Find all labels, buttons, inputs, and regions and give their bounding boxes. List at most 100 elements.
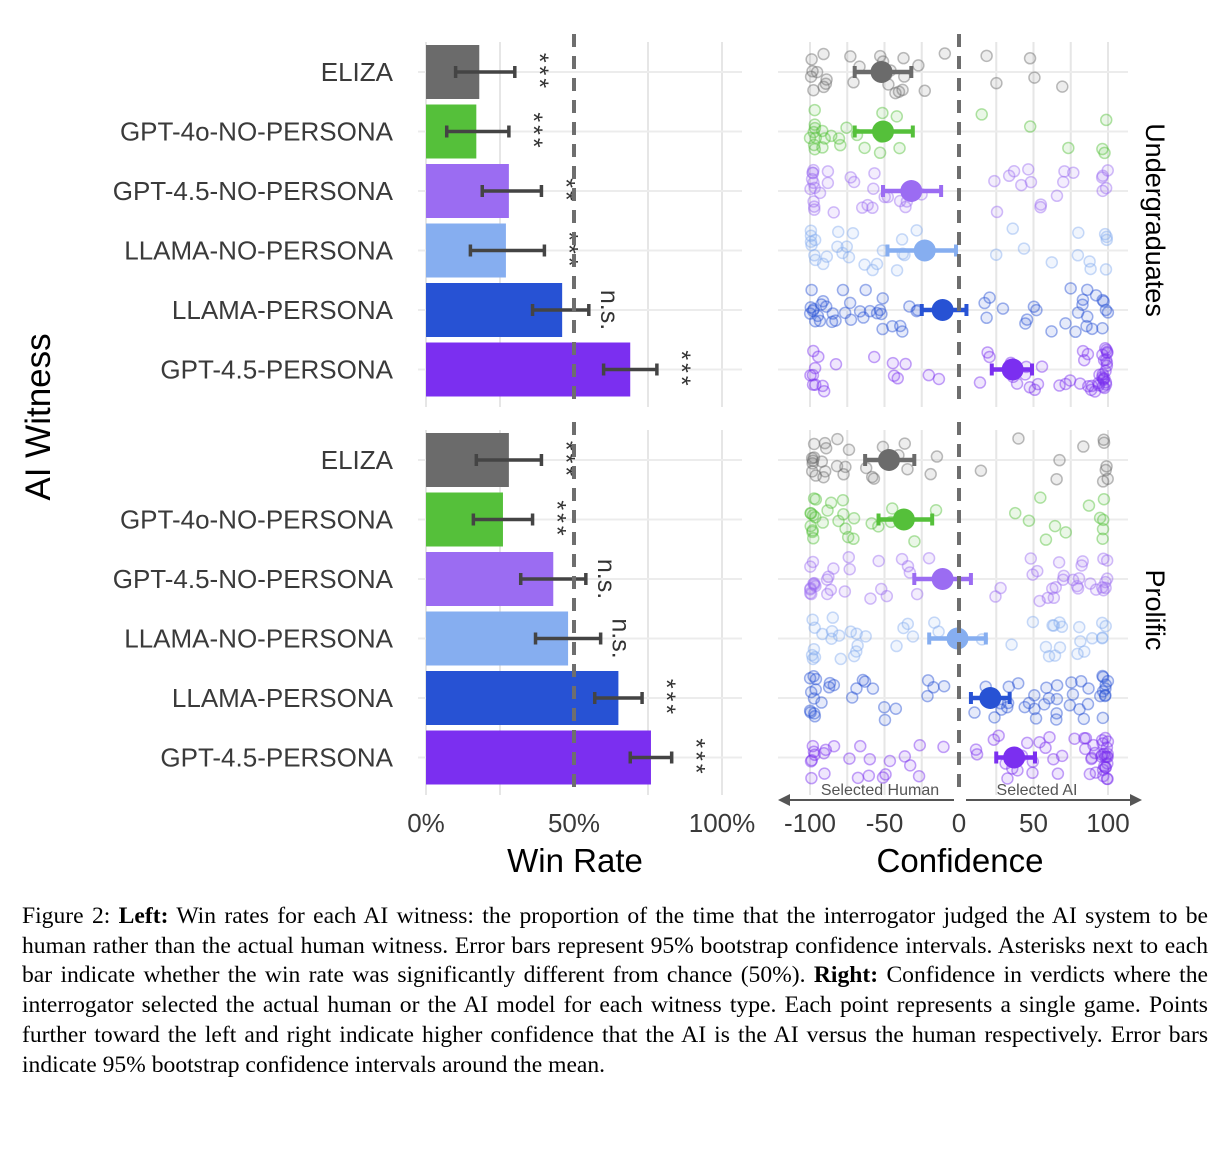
- confidence-point: [1099, 342, 1112, 355]
- confidence-point: [1097, 433, 1110, 447]
- confidence-point: [1101, 735, 1115, 748]
- confidence-point: [924, 467, 937, 481]
- confidence-point: [859, 630, 872, 643]
- confidence-point: [807, 344, 820, 358]
- confidence-point: [838, 306, 852, 320]
- confidence-point: [1082, 379, 1095, 393]
- confidence-point: [913, 738, 927, 752]
- confidence-point: [820, 73, 833, 86]
- confidence-point: [896, 83, 909, 97]
- confidence-point: [1099, 731, 1112, 745]
- confidence-point: [1028, 71, 1041, 84]
- confidence-point: [868, 167, 881, 180]
- confidence-point: [996, 302, 1010, 315]
- confidence-point: [819, 743, 833, 757]
- right-panel-grid: [778, 42, 1128, 795]
- confidence-point: [804, 506, 817, 520]
- confidence-point: [1039, 741, 1052, 755]
- win-rate-bar: [426, 671, 619, 725]
- confidence-point: [836, 283, 850, 297]
- confidence-point: [805, 53, 818, 66]
- confidence-mean: [1001, 358, 1024, 381]
- confidence-point: [886, 356, 900, 370]
- confidence-point: [1070, 579, 1084, 593]
- left-x-axis-title: Win Rate: [507, 842, 643, 879]
- confidence-point: [1049, 581, 1062, 594]
- confidence-point: [1096, 670, 1110, 684]
- confidence-point: [1101, 164, 1114, 177]
- confidence-point: [1085, 632, 1099, 645]
- confidence-point: [897, 621, 910, 635]
- confidence-point: [903, 759, 917, 772]
- confidence-point: [1096, 532, 1109, 546]
- confidence-point: [807, 451, 821, 464]
- confidence-point: [1071, 582, 1085, 595]
- confidence-point: [820, 250, 834, 263]
- confidence-point: [807, 163, 820, 177]
- confidence-point: [1011, 677, 1025, 690]
- confidence-mean: [870, 61, 893, 83]
- confidence-point: [832, 514, 845, 528]
- confidence-point: [995, 703, 1008, 716]
- confidence-point: [876, 771, 890, 784]
- confidence-point: [847, 649, 861, 663]
- confidence-point: [808, 748, 821, 762]
- confidence-point: [804, 507, 818, 520]
- confidence-point: [1099, 463, 1112, 477]
- confidence-point: [1097, 353, 1111, 367]
- confidence-point: [1002, 680, 1016, 693]
- confidence-point: [1039, 533, 1053, 546]
- confidence-point: [990, 205, 1004, 219]
- confidence-point: [1051, 767, 1065, 780]
- confidence-point: [1088, 746, 1102, 760]
- confidence-point: [918, 84, 932, 98]
- confidence-point: [1096, 685, 1110, 698]
- confidence-point: [804, 301, 818, 314]
- category-label: GPT-4o-NO-PERSONA: [120, 505, 394, 535]
- confidence-point: [837, 508, 850, 521]
- confidence-point: [1082, 499, 1096, 512]
- confidence-point: [1095, 616, 1109, 630]
- confidence-point: [1008, 506, 1022, 520]
- confidence-point: [809, 683, 822, 696]
- confidence-point: [826, 611, 840, 624]
- confidence-point: [1000, 700, 1014, 714]
- confidence-point: [1099, 688, 1112, 702]
- confidence-point: [809, 469, 823, 482]
- confidence-point: [807, 302, 820, 316]
- confidence-point: [838, 585, 852, 598]
- confidence-point: [1085, 751, 1099, 765]
- confidence-point: [898, 437, 912, 450]
- confidence-point: [1097, 552, 1110, 566]
- confidence-point: [1033, 594, 1046, 608]
- confidence-point: [804, 224, 818, 237]
- confidence-point: [1098, 372, 1111, 385]
- confidence-point: [1082, 682, 1095, 695]
- confidence-point: [1050, 707, 1063, 720]
- confidence-point: [844, 50, 857, 63]
- confidence-point: [827, 562, 840, 575]
- confidence-point: [1101, 750, 1114, 764]
- confidence-point: [864, 592, 877, 605]
- confidence-point: [875, 582, 888, 596]
- confidence-point: [994, 581, 1007, 595]
- confidence-point: [809, 511, 822, 524]
- confidence-point: [843, 752, 856, 765]
- confidence-point: [1095, 748, 1109, 762]
- confidence-point: [989, 248, 1003, 261]
- confidence-point: [983, 291, 996, 304]
- confidence-point: [1096, 367, 1110, 381]
- confidence-point: [1006, 222, 1020, 235]
- confidence-point: [844, 171, 857, 184]
- confidence-point: [1085, 752, 1098, 766]
- confidence-point: [866, 263, 879, 277]
- confidence-point: [803, 307, 817, 320]
- confidence-point: [810, 65, 824, 79]
- confidence-point: [1015, 178, 1028, 192]
- confidence-point: [804, 70, 818, 83]
- confidence-point: [816, 124, 829, 138]
- confidence-point: [808, 233, 822, 247]
- confidence-point: [804, 706, 817, 719]
- confidence-point: [1101, 674, 1115, 688]
- confidence-point: [867, 350, 881, 364]
